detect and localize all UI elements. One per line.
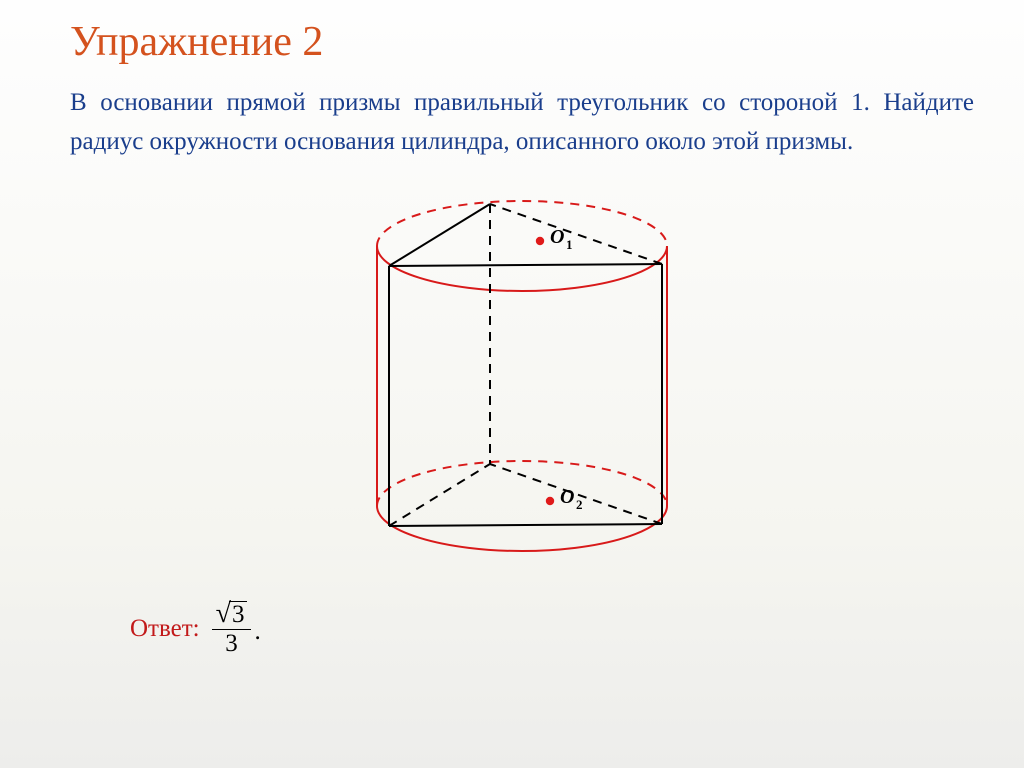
answer-fraction: √ 3 3 — [212, 601, 252, 658]
svg-text:1: 1 — [566, 237, 573, 252]
answer: Ответ: √ 3 3 . — [130, 601, 974, 658]
answer-label: Ответ: — [130, 615, 200, 643]
prism-cylinder-figure: O1O2 — [342, 186, 702, 566]
svg-text:2: 2 — [576, 497, 583, 512]
sqrt-icon: √ 3 — [216, 601, 248, 628]
slide: Упражнение 2 В основании прямой призмы п… — [0, 0, 1024, 768]
denominator: 3 — [221, 631, 242, 657]
exercise-title: Упражнение 2 — [70, 18, 974, 66]
svg-text:O: O — [560, 486, 574, 508]
problem-text: В основании прямой призмы правильный тре… — [70, 84, 974, 162]
numerator-radicand: 3 — [229, 601, 248, 628]
svg-text:O: O — [550, 226, 564, 248]
figure-container: O1O2 — [70, 186, 974, 571]
answer-terminator: . — [254, 612, 260, 646]
